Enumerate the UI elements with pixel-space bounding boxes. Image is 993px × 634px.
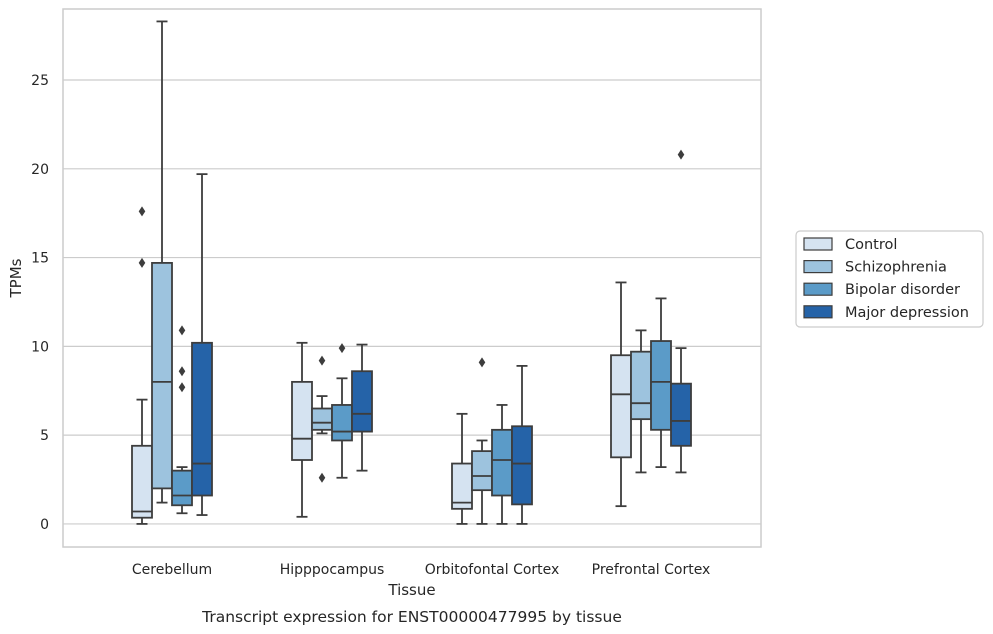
chart-caption: Transcript expression for ENST0000047799… [201,608,622,626]
box-body [471,450,493,492]
y-tick-label: 25 [31,73,49,89]
outlier-point [178,366,186,377]
box-major-depression-2 [511,364,533,525]
box-body [610,354,632,459]
box-body [291,380,313,461]
box-schizophrenia-3 [630,329,652,474]
box-major-depression-0 [191,173,213,516]
outlier-point [478,357,486,368]
legend-label: Schizophrenia [845,260,947,276]
outlier-point [178,382,186,393]
box-body [151,262,173,490]
x-tick-label: Cerebellum [132,562,212,578]
outlier-point [138,257,146,268]
box-body [630,350,652,421]
box-body [650,340,672,431]
legend-label: Control [845,237,897,253]
box-bipolar-disorder-0 [171,325,193,515]
outlier-point [677,149,685,160]
box-control-1 [291,341,313,518]
x-tick-label: Hipppocampus [280,562,385,578]
box-groups [131,20,692,525]
y-tick-label: 20 [31,162,49,178]
box-major-depression-3 [670,149,692,474]
x-axis-label: Tissue [387,581,435,599]
box-bipolar-disorder-3 [650,297,672,468]
box-control-0 [131,206,153,525]
outlier-point [178,325,186,336]
legend-frame [795,230,984,328]
outlier-point [318,472,326,483]
y-tick-label: 5 [40,428,49,444]
box-schizophrenia-2 [471,357,493,525]
legend-swatch [803,237,833,251]
x-tick-labels: Cerebellum Hipppocampus Orbitofontal Corte… [132,562,710,578]
x-tick-label: Orbitofontal Cortex [425,562,560,578]
legend-label: Bipolar disorder [845,282,960,298]
x-tick-label: Prefrontal Cortex [592,562,711,578]
box-body [191,341,213,497]
box-body [311,407,333,431]
box-major-depression-1 [351,343,373,472]
legend-swatch [803,282,833,296]
box-body [131,444,153,519]
box-schizophrenia-1 [311,355,333,483]
box-body [351,370,373,433]
legend-label: Major depression [845,305,969,321]
y-tick-label: 15 [31,251,49,267]
outlier-point [338,343,346,354]
gridlines [63,79,761,525]
y-tick-label: 10 [31,339,49,355]
box-control-3 [610,281,632,508]
box-bipolar-disorder-1 [331,343,353,479]
y-axis-label: TPMs [7,258,25,298]
box-body [670,382,692,447]
y-tick-label: 0 [40,517,49,533]
box-body [171,469,193,507]
box-body [491,428,513,497]
outlier-point [138,206,146,217]
legend-swatch [803,305,833,319]
box-body [331,404,353,442]
outlier-point [318,355,326,366]
legend: Control Schizophrenia Bipolar disorder Majo… [795,230,984,328]
plot-frame [62,8,762,548]
box-control-2 [451,412,473,525]
box-bipolar-disorder-2 [491,404,513,525]
legend-swatch [803,260,833,274]
y-tick-labels: 0 5 10 15 20 25 [31,73,49,533]
box-body [511,425,533,506]
box-schizophrenia-0 [151,20,173,504]
